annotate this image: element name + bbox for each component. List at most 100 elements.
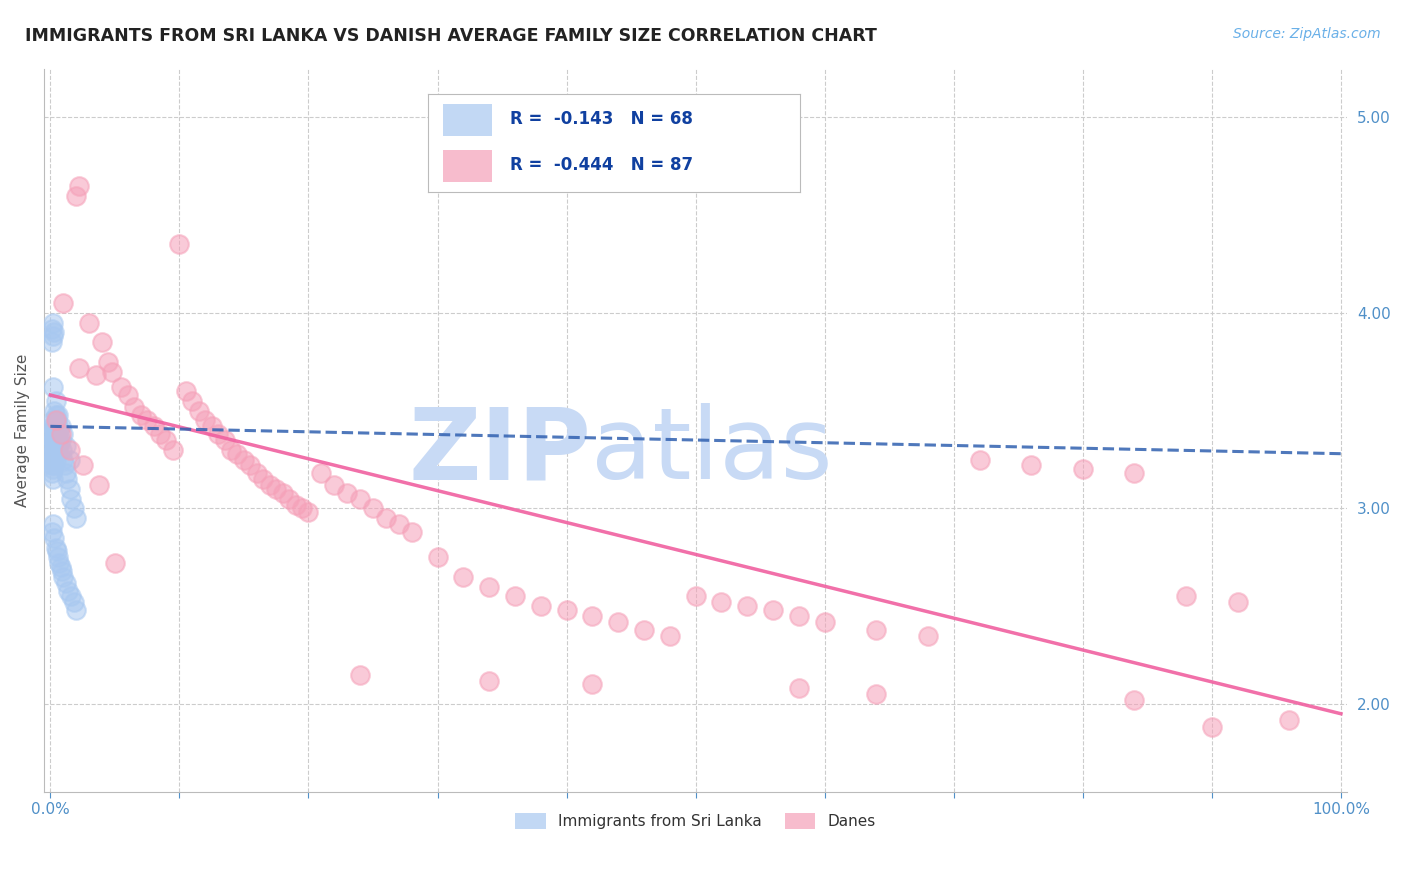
Point [56, 472, 79, 486]
Point [41, 467, 63, 481]
Point [1071, 462, 1094, 476]
Point [155, 433, 177, 447]
Point [65, 511, 87, 525]
Point [59, 491, 82, 506]
Point [787, 681, 810, 696]
Point [42, 433, 65, 447]
Point [46, 419, 69, 434]
Point [41, 452, 63, 467]
Point [181, 393, 204, 408]
Point [42, 462, 65, 476]
Point [530, 599, 553, 614]
Point [65, 188, 87, 202]
Point [607, 615, 630, 629]
Point [1123, 467, 1146, 481]
Point [426, 550, 449, 565]
Point [62, 501, 84, 516]
Point [41, 335, 63, 350]
Point [207, 427, 229, 442]
Point [478, 673, 501, 688]
Point [49, 419, 72, 434]
Point [44, 403, 66, 417]
Point [41, 433, 63, 447]
Point [41, 419, 63, 434]
Point [349, 667, 371, 681]
Point [336, 485, 359, 500]
Point [453, 570, 475, 584]
Text: atlas: atlas [592, 403, 832, 500]
Point [42, 452, 65, 467]
Point [110, 380, 132, 394]
Point [44, 413, 66, 427]
Point [401, 524, 423, 539]
Point [65, 603, 87, 617]
Point [129, 408, 152, 422]
Point [52, 570, 75, 584]
Point [291, 501, 314, 516]
Point [41, 447, 63, 461]
Text: Source: ZipAtlas.com: Source: ZipAtlas.com [1233, 27, 1381, 41]
Point [1201, 721, 1223, 735]
Point [41, 524, 63, 539]
Point [59, 442, 82, 457]
Point [361, 501, 384, 516]
Point [48, 439, 70, 453]
Point [762, 603, 785, 617]
Legend: Immigrants from Sri Lanka, Danes: Immigrants from Sri Lanka, Danes [509, 806, 882, 835]
Point [42, 316, 65, 330]
Point [252, 472, 274, 486]
Point [162, 442, 184, 457]
Point [1123, 693, 1146, 707]
Point [685, 590, 707, 604]
Point [58, 583, 80, 598]
Point [62, 595, 84, 609]
Point [46, 550, 69, 565]
Point [42, 413, 65, 427]
Point [658, 628, 681, 642]
Point [44, 419, 66, 434]
Point [44, 326, 66, 340]
Point [349, 491, 371, 506]
Point [46, 433, 69, 447]
Point [45, 427, 67, 442]
Point [44, 458, 66, 473]
Point [41, 439, 63, 453]
Point [735, 599, 758, 614]
Point [271, 485, 294, 500]
Point [45, 413, 67, 427]
Point [969, 452, 991, 467]
Point [44, 531, 66, 545]
Point [284, 498, 307, 512]
Point [246, 467, 269, 481]
Point [104, 556, 127, 570]
Point [42, 380, 65, 394]
Point [44, 541, 66, 555]
Point [503, 590, 526, 604]
Point [42, 472, 65, 486]
Point [42, 423, 65, 437]
Point [89, 478, 111, 492]
Point [633, 623, 655, 637]
Point [239, 458, 262, 473]
Point [51, 564, 73, 578]
Point [52, 296, 75, 310]
Point [1278, 713, 1301, 727]
Point [117, 388, 139, 402]
Point [45, 544, 67, 558]
Point [1175, 590, 1198, 604]
Point [581, 677, 603, 691]
Point [297, 505, 319, 519]
Point [55, 439, 77, 453]
Point [84, 368, 107, 383]
Point [710, 595, 733, 609]
Point [51, 442, 73, 457]
Point [232, 452, 254, 467]
Point [44, 423, 66, 437]
Point [91, 335, 114, 350]
Point [48, 423, 70, 437]
Point [1019, 458, 1042, 473]
Y-axis label: Average Family Size: Average Family Size [15, 353, 30, 507]
Point [59, 452, 82, 467]
Point [226, 447, 249, 461]
Point [52, 427, 75, 442]
